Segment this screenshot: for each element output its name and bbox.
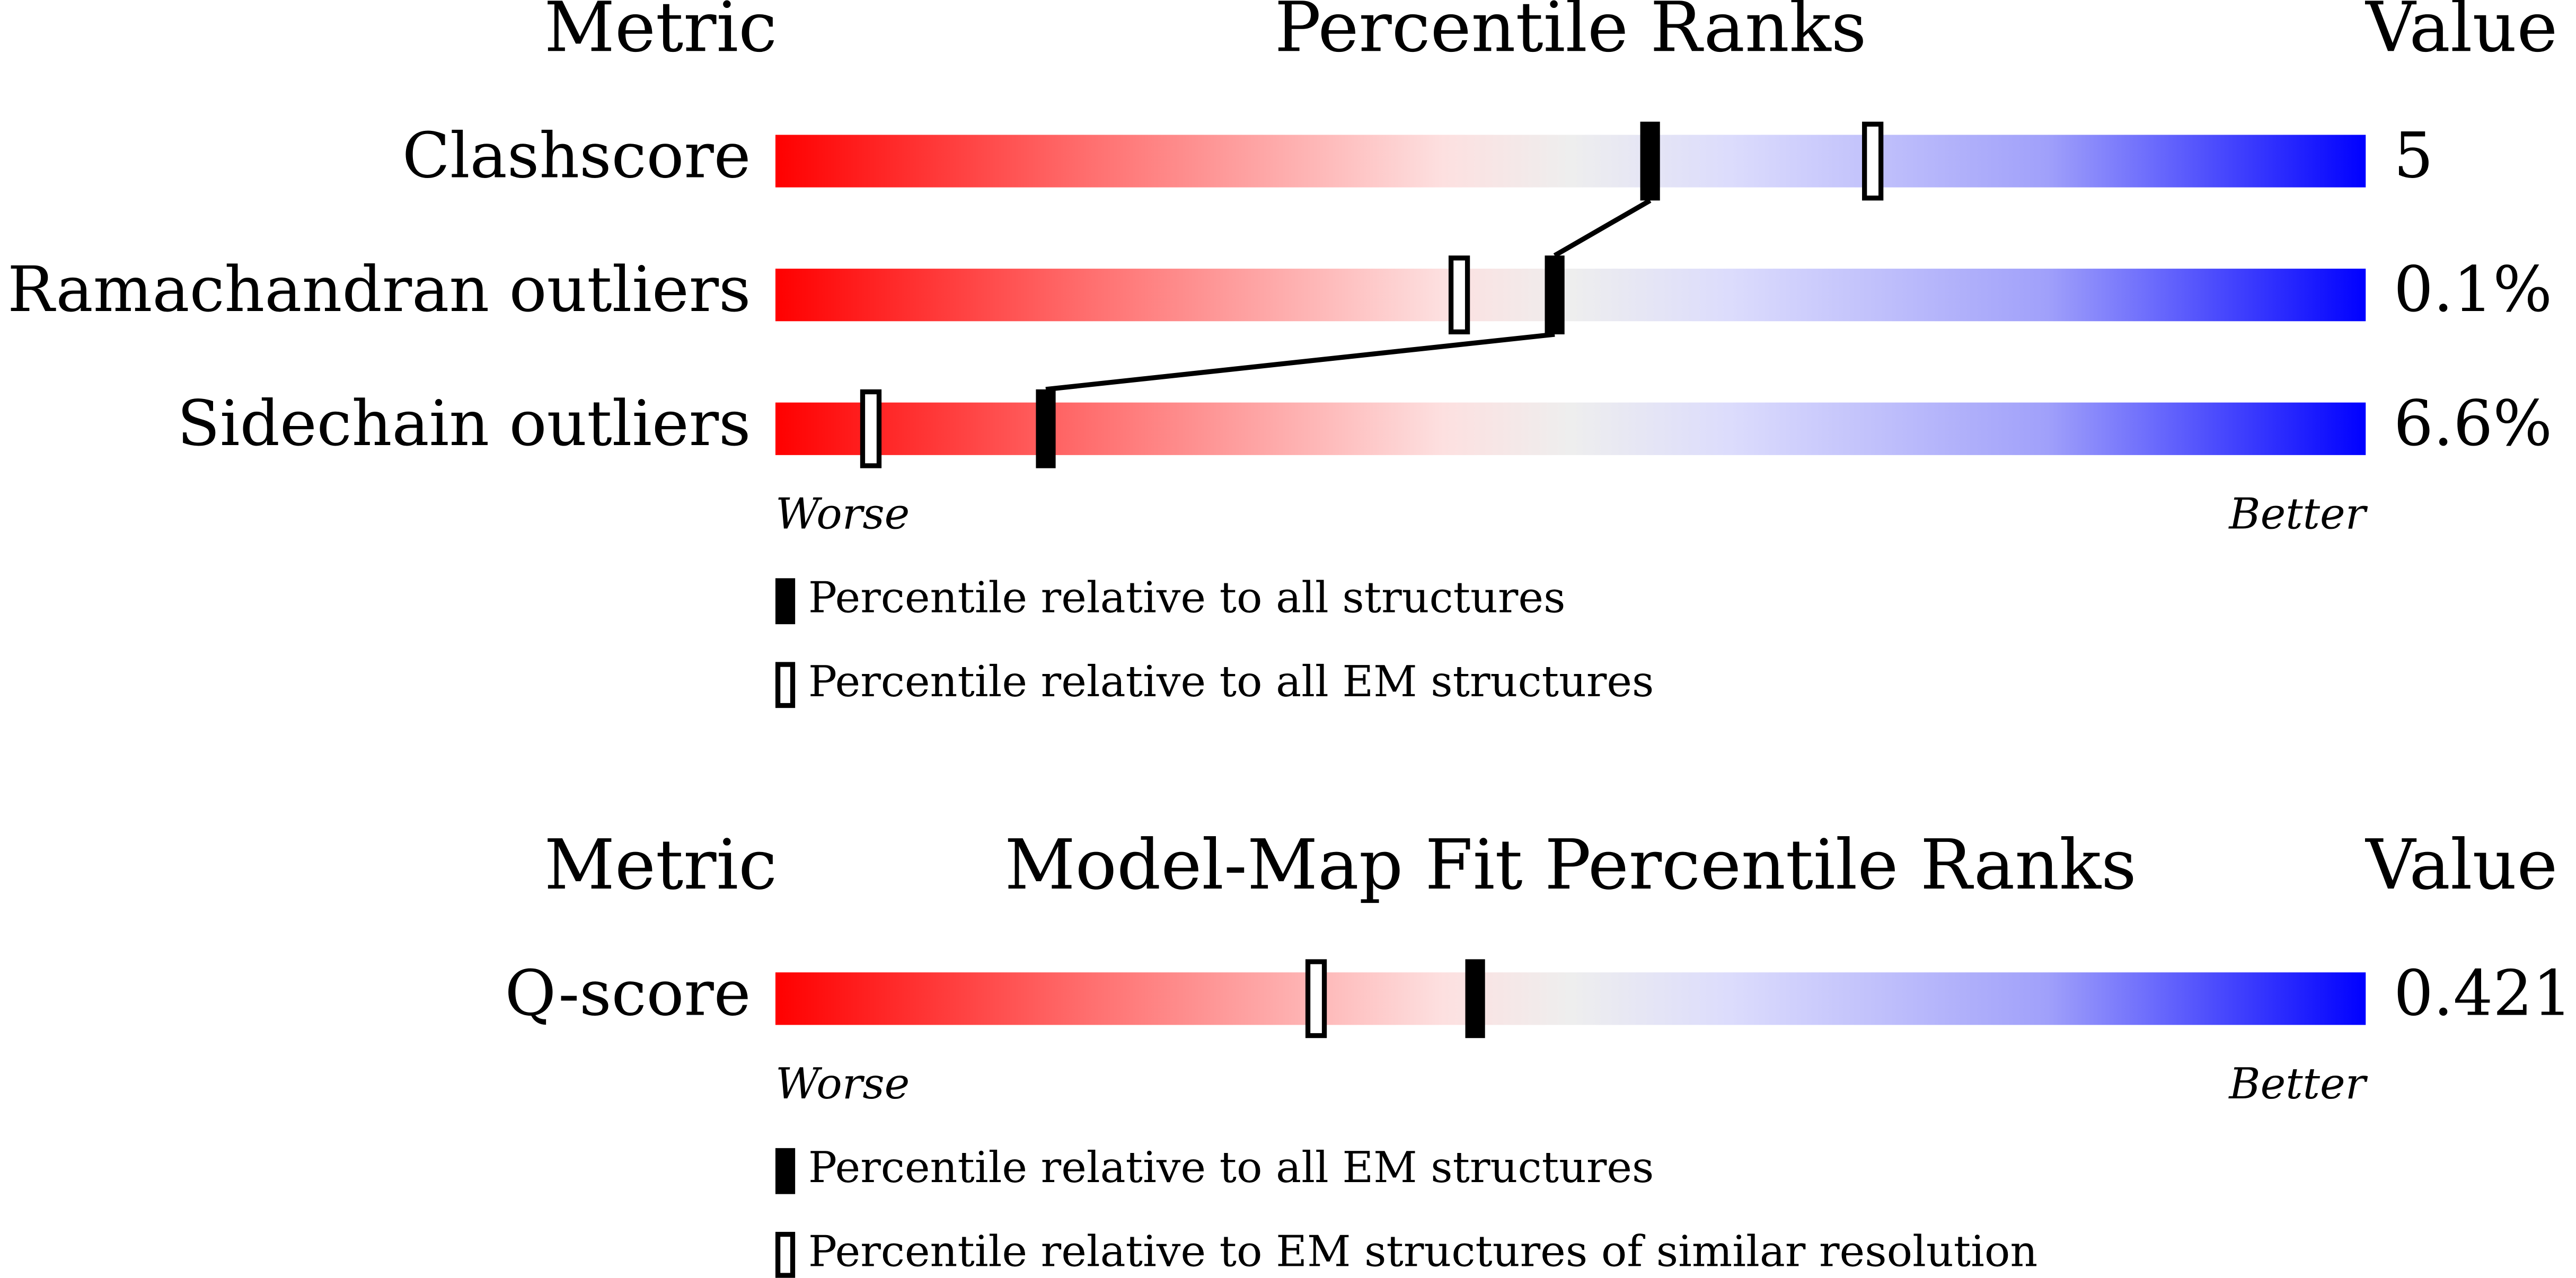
chart-title: Percentile Ranks <box>1275 0 1867 67</box>
legend-marker <box>775 1148 796 1194</box>
marker <box>1036 389 1056 468</box>
percentile-bar <box>775 402 2366 455</box>
metric-header: Metric <box>544 0 777 67</box>
value-header: Value <box>2365 824 2557 905</box>
metric-value: 5 <box>2394 120 2433 192</box>
marker <box>1448 255 1470 335</box>
metric-value: 0.1% <box>2394 253 2552 326</box>
metric-label: Sidechain outliers <box>177 387 751 460</box>
marker <box>1640 121 1660 201</box>
worse-label: Worse <box>775 1059 910 1109</box>
legend-label: Percentile relative to all EM structures <box>808 1143 1654 1193</box>
percentile-bar <box>775 269 2366 322</box>
metric-value: 0.421 <box>2394 957 2572 1030</box>
legend-label: Percentile relative to all EM structures <box>808 657 1654 707</box>
legend-label: Percentile relative to all structures <box>808 573 1566 623</box>
connector <box>1553 198 1652 258</box>
metric-value: 6.6% <box>2394 387 2552 460</box>
metric-label: Q-score <box>505 957 751 1030</box>
legend-marker <box>775 662 796 708</box>
marker <box>1305 959 1327 1039</box>
marker <box>1545 255 1565 335</box>
marker <box>1465 959 1485 1039</box>
marker <box>860 389 882 468</box>
legend-marker <box>775 1231 796 1278</box>
value-header: Value <box>2365 0 2557 67</box>
marker <box>1862 121 1884 201</box>
worse-label: Worse <box>775 490 910 539</box>
metric-label: Ramachandran outliers <box>7 253 751 326</box>
better-label: Better <box>2228 490 2368 539</box>
better-label: Better <box>2228 1059 2368 1109</box>
connector <box>1045 332 1555 392</box>
metric-label: Clashscore <box>402 120 751 192</box>
percentile-bar <box>775 972 2366 1025</box>
legend-marker <box>775 578 796 625</box>
legend-label: Percentile relative to EM structures of … <box>808 1227 2037 1276</box>
percentile-bar <box>775 135 2366 188</box>
chart-title: Model-Map Fit Percentile Ranks <box>1004 824 2137 905</box>
metric-header: Metric <box>544 824 777 905</box>
